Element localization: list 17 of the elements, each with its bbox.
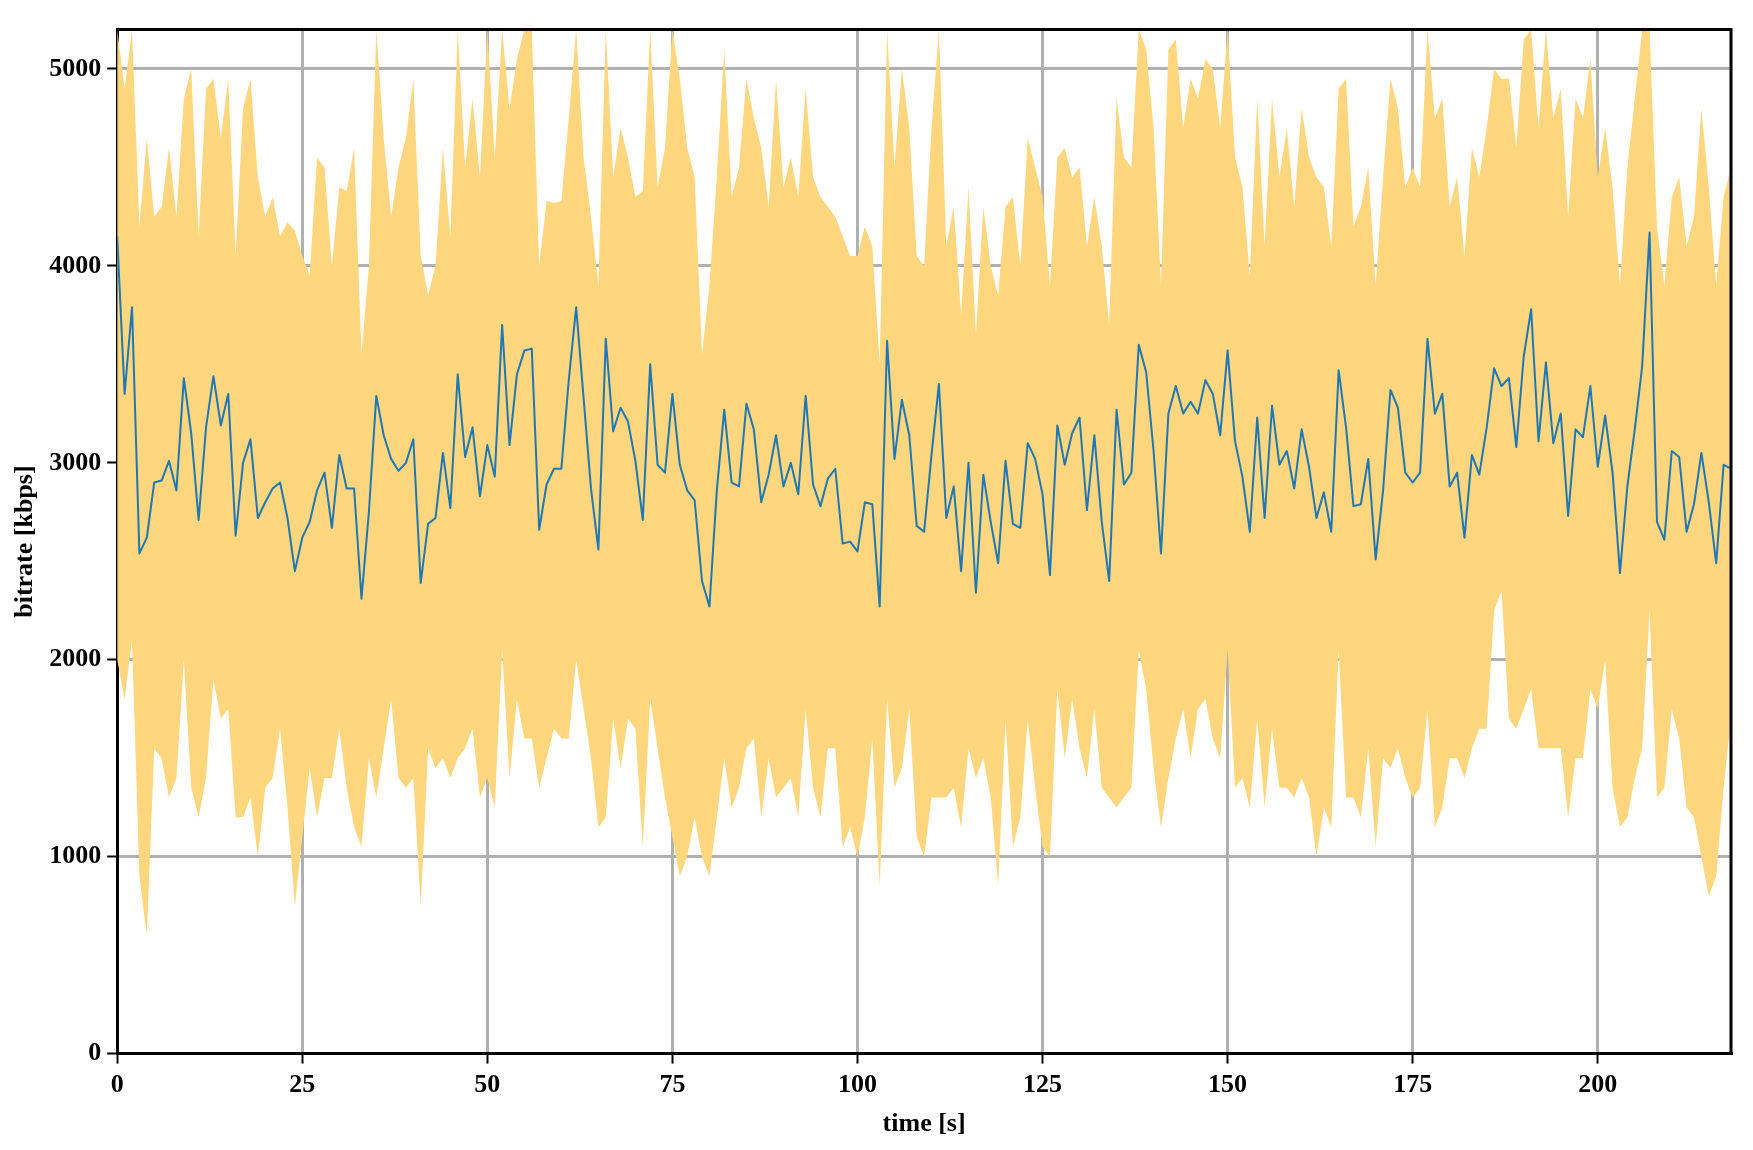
x-tick-label: 175 — [1393, 1068, 1433, 1098]
x-tick-label: 50 — [474, 1068, 501, 1098]
y-tick-label: 0 — [88, 1037, 102, 1067]
y-axis-title: bitrate [kbps] — [9, 465, 39, 618]
y-tick-label: 4000 — [49, 249, 102, 279]
x-tick-label: 0 — [110, 1068, 124, 1098]
y-tick-label: 3000 — [49, 446, 102, 476]
x-tick-label: 150 — [1208, 1068, 1248, 1098]
x-tick-label: 25 — [289, 1068, 316, 1098]
x-axis-title: time [s] — [882, 1108, 966, 1138]
y-tick-label: 2000 — [49, 643, 102, 673]
y-tick-label: 5000 — [49, 52, 102, 82]
x-tick-label: 100 — [837, 1068, 877, 1098]
x-tick-label: 200 — [1578, 1068, 1618, 1098]
x-tick-label: 125 — [1023, 1068, 1063, 1098]
x-tick-label: 75 — [659, 1068, 686, 1098]
y-tick-label: 1000 — [49, 840, 102, 870]
